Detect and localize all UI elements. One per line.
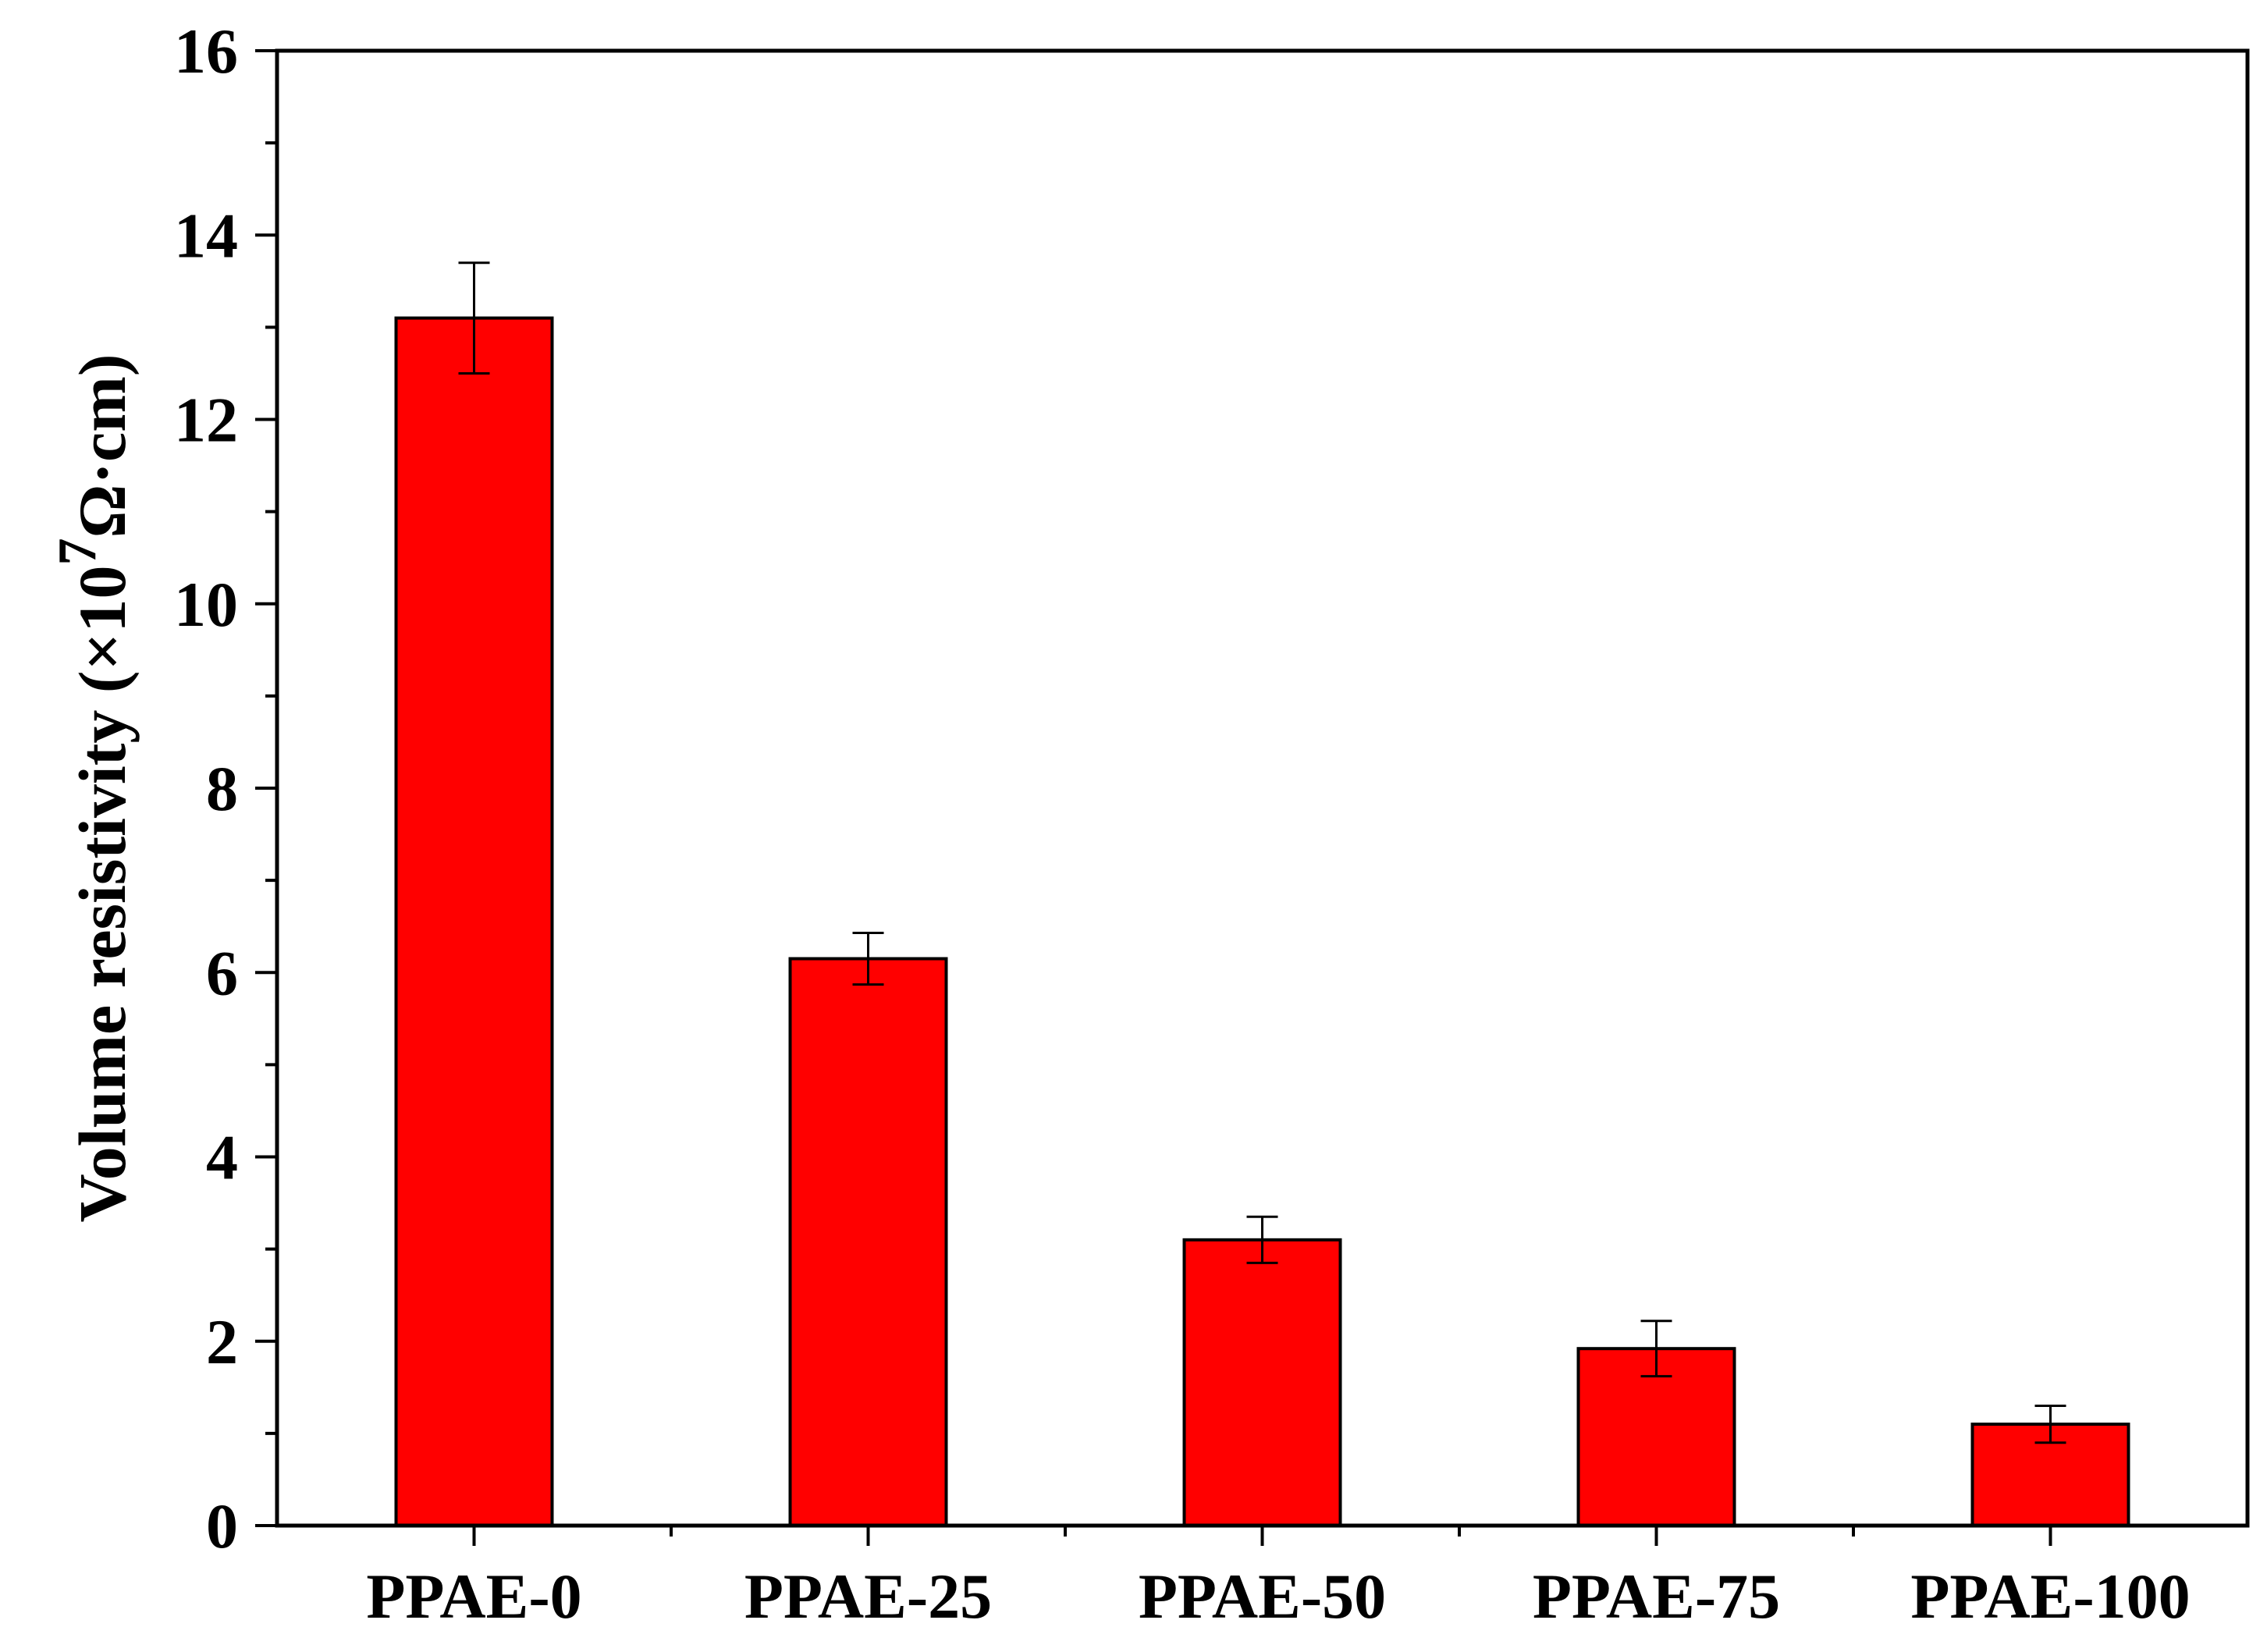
x-tick-label-ppae-75: PPAE-75 <box>1533 1561 1780 1632</box>
error-bar-ppae-50 <box>1246 1215 1278 1264</box>
y-axis-title-exponent: 7 <box>48 538 108 565</box>
y-tick-label: 16 <box>174 16 238 87</box>
y-axis-title-unit: Ω·cm) <box>65 353 140 538</box>
x-tick-label-ppae-50: PPAE-50 <box>1139 1561 1386 1632</box>
error-bar-ppae-75 <box>1640 1320 1672 1378</box>
x-tick-label-ppae-25: PPAE-25 <box>744 1561 992 1632</box>
y-tick-label: 12 <box>174 385 238 456</box>
bar-ppae-75 <box>1576 1347 1736 1527</box>
x-tick-label-ppae-0: PPAE-0 <box>366 1561 581 1632</box>
error-bar-ppae-25 <box>852 931 884 986</box>
y-axis-title-main: Volume resistivity (×10 <box>65 565 140 1222</box>
y-axis-ticks: 0 2 4 6 8 10 12 14 16 <box>174 16 277 1561</box>
bar-ppae-0 <box>394 316 554 1527</box>
bar-ppae-50 <box>1182 1238 1342 1527</box>
y-tick-label: 0 <box>206 1490 238 1561</box>
y-tick-label: 14 <box>174 200 238 271</box>
x-axis-ticks: PPAE-0 PPAE-25 PPAE-50 PPAE-75 PPAE-100 <box>366 1526 2191 1632</box>
bar-ppae-25 <box>788 957 948 1527</box>
x-tick-label-ppae-100: PPAE-100 <box>1910 1561 2190 1632</box>
error-bar-ppae-0 <box>458 261 490 375</box>
error-bars-layer <box>458 261 2066 1444</box>
y-tick-label: 8 <box>206 753 238 824</box>
bars-layer <box>394 316 2130 1527</box>
y-tick-label: 10 <box>174 569 238 640</box>
error-bar-ppae-100 <box>2034 1404 2066 1444</box>
y-tick-label: 2 <box>206 1306 238 1377</box>
y-axis-title: Volume resistivity (×107Ω·cm) <box>48 353 140 1222</box>
y-tick-label: 4 <box>206 1122 238 1193</box>
y-tick-label: 6 <box>206 937 238 1008</box>
